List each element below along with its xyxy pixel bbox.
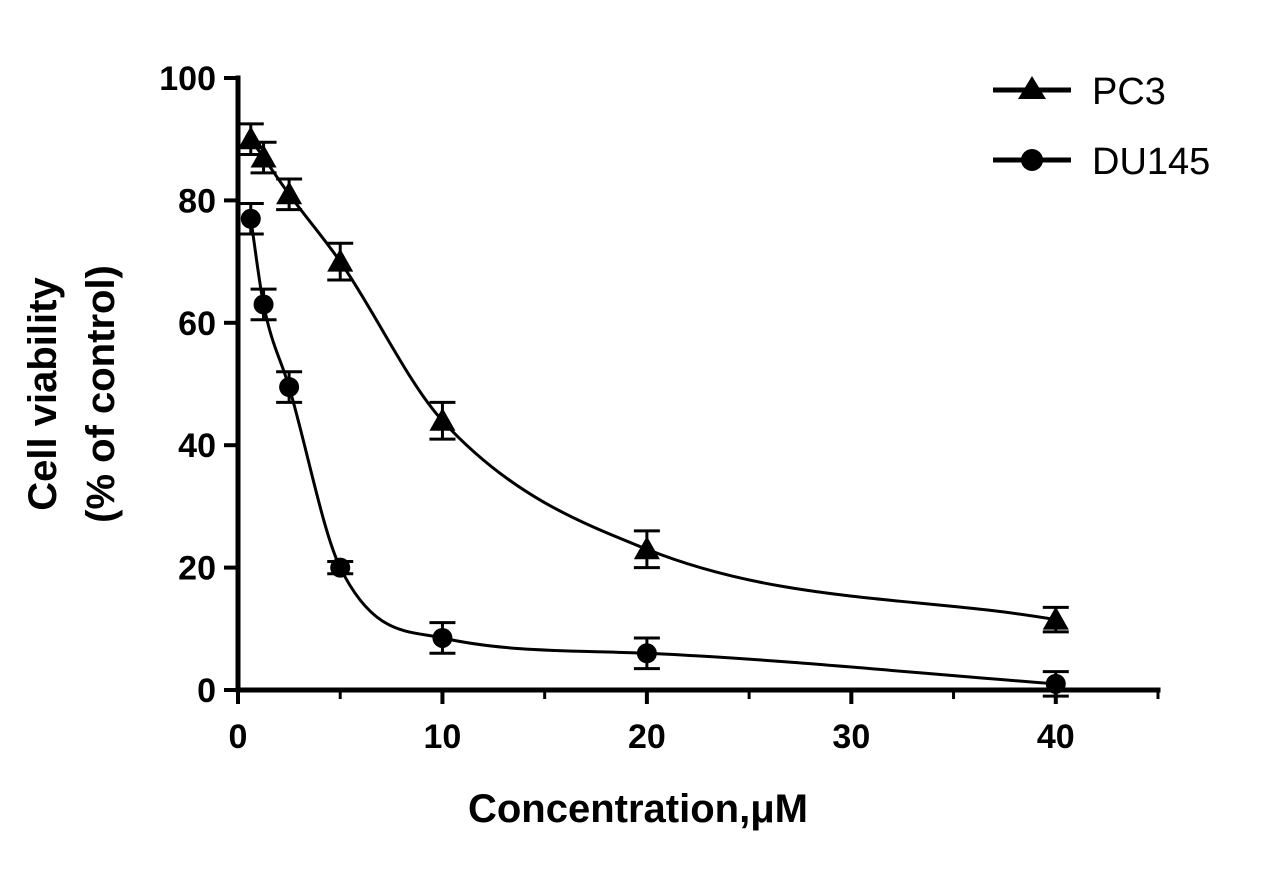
y-tick-label: 60 xyxy=(178,305,216,343)
x-tick-label: 20 xyxy=(628,718,666,756)
x-tick-label: 0 xyxy=(229,718,248,756)
circle-marker xyxy=(253,294,274,315)
legend: PC3 DU145 xyxy=(993,71,1210,183)
data-point-pc3 xyxy=(633,529,660,570)
data-points xyxy=(237,122,1069,698)
y-tick-label: 0 xyxy=(197,672,216,710)
triangle-marker xyxy=(250,144,277,168)
circle-marker xyxy=(432,627,453,648)
data-point-du145 xyxy=(250,287,277,322)
circle-marker xyxy=(279,377,300,398)
legend-circle-marker-icon xyxy=(1021,149,1043,171)
x-tick-label: 10 xyxy=(424,718,462,756)
circle-marker xyxy=(636,643,657,664)
data-point-du145 xyxy=(429,621,456,655)
data-point-du145 xyxy=(633,636,660,671)
axes xyxy=(235,75,1161,693)
circle-marker xyxy=(330,557,351,578)
x-axis-title: Concentration,μM xyxy=(468,787,808,831)
fit-curve-du145 xyxy=(249,218,1056,686)
data-point-du145 xyxy=(1042,670,1069,698)
data-point-du145 xyxy=(327,557,354,578)
y-tick-label: 20 xyxy=(178,550,216,588)
ticks: 0 20 40 60 80 100 0 10 20 30 40 xyxy=(159,60,1160,756)
y-tick-label: 100 xyxy=(159,60,216,98)
triangle-marker xyxy=(1042,606,1069,630)
legend-item-du145: DU145 xyxy=(993,141,1210,183)
fit-curve-pc3 xyxy=(249,138,1057,622)
data-point-du145 xyxy=(237,201,264,236)
data-point-du145 xyxy=(276,370,303,404)
data-point-pc3 xyxy=(429,400,456,441)
legend-label-pc3: PC3 xyxy=(1092,71,1166,113)
legend-label-du145: DU145 xyxy=(1092,141,1210,183)
triangle-marker xyxy=(276,181,303,205)
x-tick-label: 40 xyxy=(1037,718,1075,756)
x-tick-label: 30 xyxy=(832,718,870,756)
data-point-pc3 xyxy=(1042,605,1069,634)
y-tick-label: 40 xyxy=(178,427,216,465)
legend-item-pc3: PC3 xyxy=(993,71,1166,113)
y-axis-title-line-1: Cell viability xyxy=(21,277,65,511)
triangle-marker xyxy=(237,126,264,150)
triangle-marker xyxy=(327,248,354,272)
data-point-pc3 xyxy=(250,140,277,175)
data-point-pc3 xyxy=(276,177,303,212)
fit-curves xyxy=(249,138,1057,686)
triangle-marker xyxy=(429,407,456,431)
data-point-pc3 xyxy=(327,241,354,282)
triangle-marker xyxy=(633,536,660,560)
circle-marker xyxy=(1045,673,1066,694)
y-tick-label: 80 xyxy=(178,182,216,220)
circle-marker xyxy=(240,208,261,229)
y-axis-title-line-2: (% of control) xyxy=(79,265,123,523)
legend-triangle-marker-icon xyxy=(1018,76,1046,99)
